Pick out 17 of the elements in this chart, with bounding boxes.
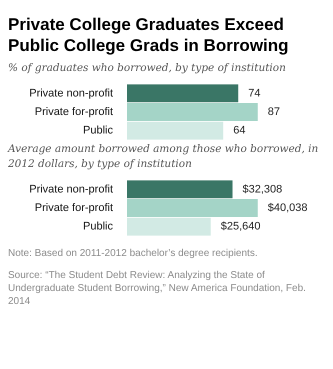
data-label: 87 bbox=[268, 106, 280, 118]
data-label: 74 bbox=[248, 87, 260, 100]
y-tick-label: Public bbox=[83, 220, 114, 233]
chart-subtitle: % of graduates who borrowed, by type of institution bbox=[8, 61, 287, 76]
chart-subtitle: Average amount borrowed among those who borrowed, in 2012 dollars, by type of institution bbox=[8, 142, 320, 172]
y-tick-label: Public bbox=[83, 124, 114, 137]
data-label: $40,038 bbox=[268, 202, 308, 214]
text: Note: Based on 2011-2012 bachelor’s degree recipients. bbox=[8, 247, 259, 260]
y-tick-label: Private non-profit bbox=[29, 183, 113, 196]
data-label: $32,308 bbox=[242, 183, 282, 196]
y-tick-label: Private for-profit bbox=[34, 106, 113, 118]
chart-title: Private College Graduates Exceed Public College Grads in Borrowing bbox=[8, 14, 290, 56]
data-label: 64 bbox=[233, 124, 246, 137]
y-tick-label: Private for-profit bbox=[34, 202, 113, 214]
y-tick-label: Private non-profit bbox=[29, 87, 113, 100]
data-label: $25,640 bbox=[220, 220, 261, 233]
source-note: Source: “The Student Debt Review: Analyzing the State of Undergraduate Student Borrowing,” New America Foundation, Feb. 2014 bbox=[8, 269, 307, 308]
